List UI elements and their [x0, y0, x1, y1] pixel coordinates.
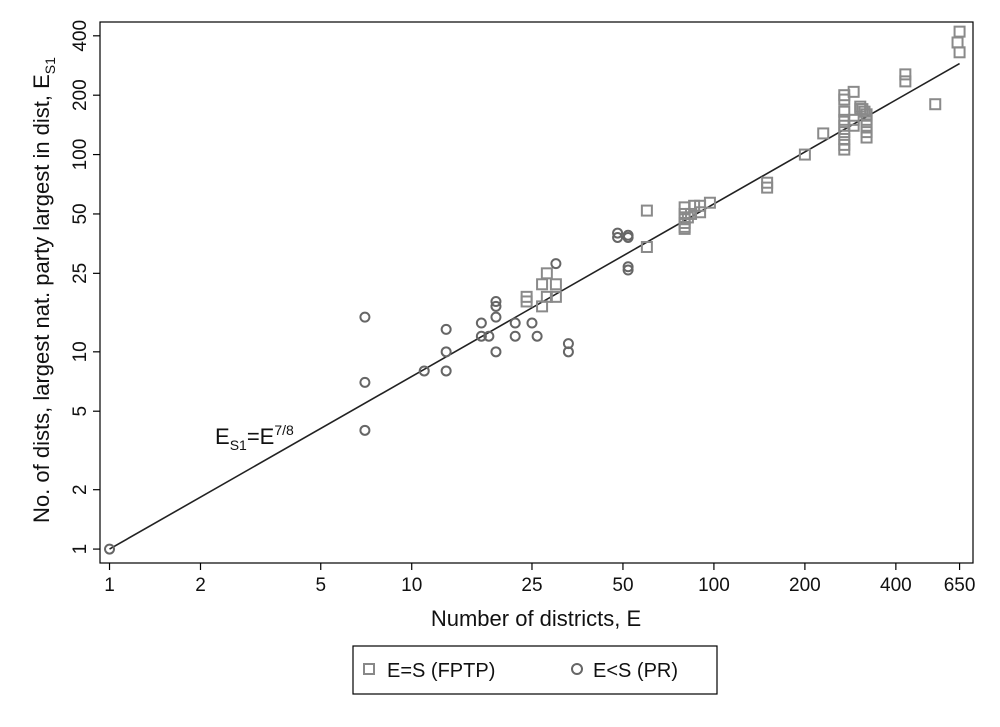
- fptp-point: [847, 85, 860, 98]
- pr-point: [622, 229, 634, 241]
- pr-point: [359, 311, 371, 323]
- y-tick-label: 400: [70, 20, 91, 52]
- fptp-point: [678, 222, 691, 235]
- fit-label-sub: S1: [230, 437, 247, 453]
- data-points: [104, 25, 966, 555]
- y-tick-label: 100: [70, 139, 91, 171]
- fptp-point: [549, 278, 562, 291]
- pr-point: [440, 323, 452, 335]
- fptp-point: [929, 98, 942, 111]
- fptp-point: [817, 127, 830, 140]
- fptp-point: [761, 181, 774, 194]
- legend-square-marker: [363, 663, 375, 675]
- fptp-point: [694, 206, 707, 219]
- fptp-point: [640, 240, 653, 253]
- fptp-point: [703, 196, 716, 209]
- fptp-point: [847, 119, 860, 132]
- pr-point: [440, 346, 452, 358]
- pr-point: [612, 231, 624, 243]
- x-tick-label: 100: [698, 575, 730, 596]
- fptp-point: [838, 105, 851, 118]
- x-tick-label: 200: [789, 575, 821, 596]
- pr-point: [562, 338, 574, 350]
- pr-point: [475, 317, 487, 329]
- y-tick-label: 1: [70, 544, 91, 555]
- fptp-point: [858, 105, 871, 118]
- legend: E=S (FPTP) E<S (PR): [352, 645, 718, 695]
- fptp-point: [860, 119, 873, 132]
- fit-label-sup: 7/8: [274, 422, 294, 438]
- y-tick-label: 5: [70, 406, 91, 417]
- fptp-point: [549, 290, 562, 303]
- pr-point: [509, 330, 521, 342]
- pr-point: [622, 264, 634, 276]
- x-tick-label: 10: [401, 575, 422, 596]
- pr-point: [612, 227, 624, 239]
- fit-label-main: E: [215, 424, 230, 449]
- fptp-point: [953, 25, 966, 38]
- x-tick-label: 2: [195, 575, 206, 596]
- fit-label-eq: =E: [247, 424, 275, 449]
- x-tick-label: 1: [104, 575, 115, 596]
- fptp-point: [640, 204, 653, 217]
- fptp-point: [838, 93, 851, 106]
- x-tick-label: 50: [612, 575, 633, 596]
- pr-point: [418, 365, 430, 377]
- fptp-point: [860, 131, 873, 144]
- fptp-point: [520, 295, 533, 308]
- fptp-point: [838, 143, 851, 156]
- y-tick-label: 50: [70, 203, 91, 224]
- pr-point: [440, 365, 452, 377]
- y-axis-title-main: No. of dists, largest nat. party largest…: [29, 74, 54, 523]
- y-tick-label: 10: [70, 341, 91, 362]
- fptp-point: [838, 126, 851, 139]
- fptp-point: [953, 46, 966, 59]
- legend-circle-marker: [571, 663, 583, 675]
- y-tick-label: 25: [70, 263, 91, 284]
- pr-point: [359, 424, 371, 436]
- pr-point: [526, 317, 538, 329]
- pr-point: [483, 330, 495, 342]
- pr-point: [622, 261, 634, 273]
- fptp-point: [899, 75, 912, 88]
- pr-point: [490, 311, 502, 323]
- fptp-point: [681, 211, 694, 224]
- legend-label-pr: E<S (PR): [593, 660, 678, 682]
- fit-line-annotation: ES1=E7/8: [215, 422, 294, 453]
- legend-label-fptp: E=S (FPTP): [387, 660, 495, 682]
- pr-point: [490, 300, 502, 312]
- x-tick-label: 5: [315, 575, 326, 596]
- pr-point: [550, 258, 562, 270]
- fptp-point: [899, 68, 912, 81]
- y-axis-title-sub: S1: [42, 57, 58, 74]
- x-axis-title: Number of districts, E: [431, 606, 641, 631]
- fptp-point: [540, 267, 553, 280]
- pr-point: [509, 317, 521, 329]
- y-tick-label: 2: [70, 484, 91, 495]
- pr-point: [490, 295, 502, 307]
- pr-point: [475, 330, 487, 342]
- x-axis: 1 2 5 10 25 50 100 200 400 650: [104, 563, 975, 596]
- legend-box: [352, 645, 718, 695]
- y-axis-title: No. of dists, largest nat. party largest…: [29, 57, 58, 523]
- pr-point: [359, 376, 371, 388]
- pr-point: [490, 346, 502, 358]
- y-tick-label: 200: [70, 79, 91, 111]
- fit-line-group: [109, 62, 960, 550]
- x-tick-label: 25: [521, 575, 542, 596]
- x-tick-label: 400: [880, 575, 912, 596]
- plot-area: [99, 21, 974, 564]
- fptp-point: [798, 148, 811, 161]
- pr-point: [104, 543, 116, 555]
- pr-point: [531, 330, 543, 342]
- x-tick-label: 650: [944, 575, 976, 596]
- fit-line: [109, 62, 960, 550]
